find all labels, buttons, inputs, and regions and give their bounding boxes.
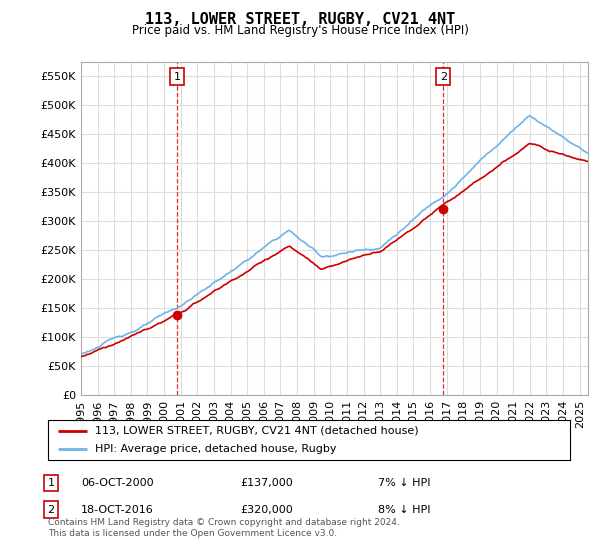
Text: 2: 2 <box>440 72 447 82</box>
Text: £320,000: £320,000 <box>240 505 293 515</box>
Text: 2: 2 <box>47 505 55 515</box>
Text: 18-OCT-2016: 18-OCT-2016 <box>81 505 154 515</box>
Text: Price paid vs. HM Land Registry's House Price Index (HPI): Price paid vs. HM Land Registry's House … <box>131 24 469 37</box>
Text: 113, LOWER STREET, RUGBY, CV21 4NT: 113, LOWER STREET, RUGBY, CV21 4NT <box>145 12 455 27</box>
Text: HPI: Average price, detached house, Rugby: HPI: Average price, detached house, Rugb… <box>95 445 337 454</box>
Text: 06-OCT-2000: 06-OCT-2000 <box>81 478 154 488</box>
Text: 113, LOWER STREET, RUGBY, CV21 4NT (detached house): 113, LOWER STREET, RUGBY, CV21 4NT (deta… <box>95 426 419 436</box>
Text: 8% ↓ HPI: 8% ↓ HPI <box>378 505 431 515</box>
Text: 7% ↓ HPI: 7% ↓ HPI <box>378 478 431 488</box>
Text: 1: 1 <box>173 72 181 82</box>
Text: 1: 1 <box>47 478 55 488</box>
Text: £137,000: £137,000 <box>240 478 293 488</box>
Text: Contains HM Land Registry data © Crown copyright and database right 2024.
This d: Contains HM Land Registry data © Crown c… <box>48 518 400 538</box>
